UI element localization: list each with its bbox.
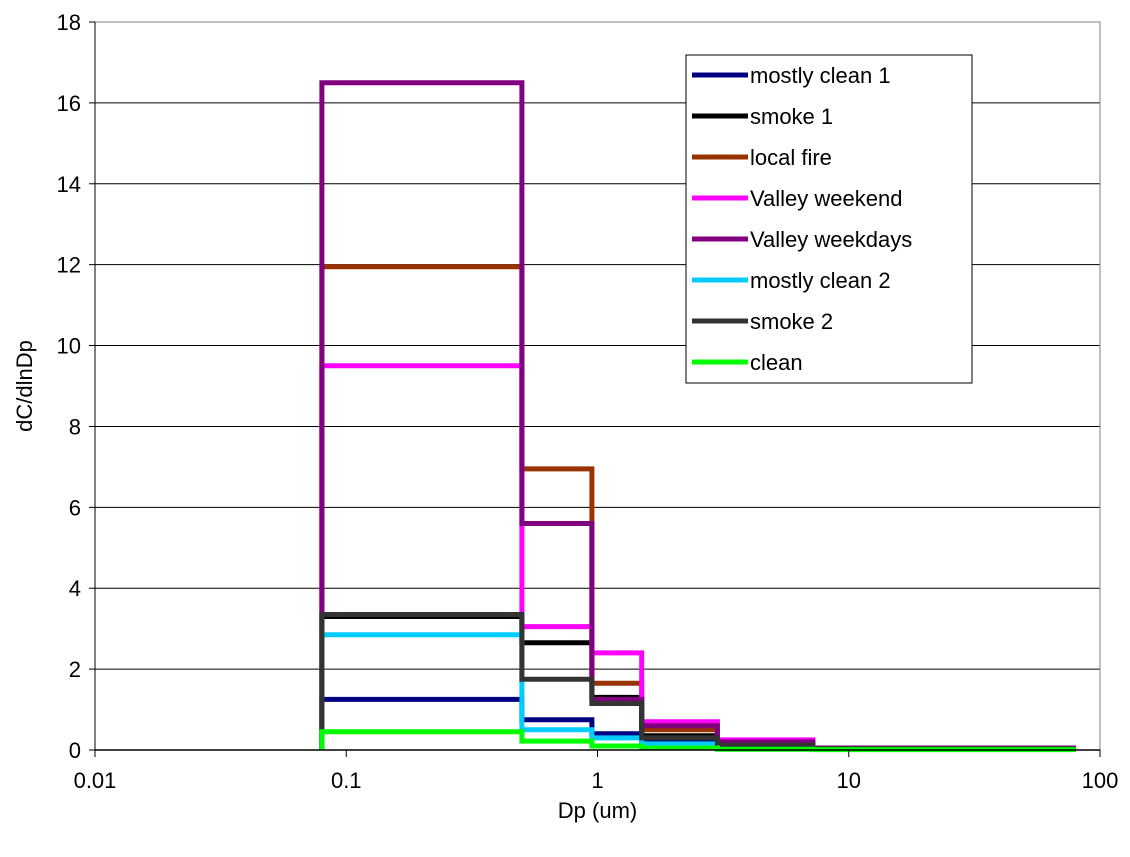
y-tick-label: 8: [69, 414, 81, 439]
legend-label: Valley weekdays: [750, 227, 912, 252]
series-line-valley-weekdays: [319, 80, 1076, 751]
x-tick-label: 100: [1082, 768, 1119, 793]
y-tick-label: 18: [57, 10, 81, 35]
series-line-clean: [319, 729, 1076, 753]
y-tick-label: 2: [69, 657, 81, 682]
legend-label: mostly clean 1: [750, 63, 891, 88]
legend-label: local fire: [750, 145, 832, 170]
x-tick-label: 1: [591, 768, 603, 793]
legend-label: mostly clean 2: [750, 268, 891, 293]
legend-label: smoke 2: [750, 309, 833, 334]
x-tick-label: 10: [837, 768, 861, 793]
y-tick-label: 12: [57, 253, 81, 278]
y-axis-title: dC/dlnDp: [12, 340, 37, 432]
series-line-smoke-2: [319, 612, 1076, 752]
x-tick-label: 0.01: [74, 768, 117, 793]
y-tick-label: 16: [57, 91, 81, 116]
y-tick-label: 14: [57, 172, 81, 197]
series-group: [319, 80, 1076, 753]
y-tick-label: 10: [57, 334, 81, 359]
legend: mostly clean 1 smoke 1 local fire Valley we…: [685, 54, 973, 384]
legend-label: smoke 1: [750, 104, 833, 129]
legend-label: clean: [750, 350, 803, 375]
x-tick-label: 0.1: [331, 768, 362, 793]
y-tick-label: 4: [69, 576, 81, 601]
axes: 0 2 4 6 8 10 12 14 16 18 0.01 0.1 1 10 100: [57, 10, 1119, 793]
x-axis-title: Dp (um): [558, 798, 637, 823]
legend-label: Valley weekend: [750, 186, 902, 211]
y-tick-label: 6: [69, 495, 81, 520]
y-tick-label: 0: [69, 738, 81, 763]
legend-box: [685, 54, 973, 384]
